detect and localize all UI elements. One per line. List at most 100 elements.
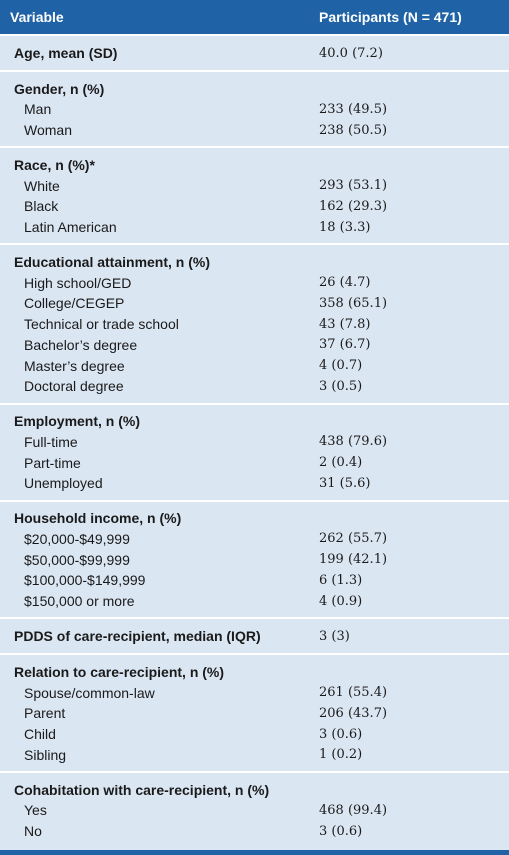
- table-row: $100,000-$149,999 6 (1.3): [0, 570, 509, 591]
- section-pdds: PDDS of care-recipient, median (IQR) 3 (…: [0, 617, 509, 654]
- row-value: 162 (29.3): [319, 198, 388, 214]
- section-income: Household income, n (%) $20,000-$49,999 2…: [0, 499, 509, 618]
- row-label: Doctoral degree: [24, 378, 124, 395]
- table-row: Part-time 2 (0.4): [0, 452, 509, 473]
- section-cohabitation: Cohabitation with care-recipient, n (%) …: [0, 771, 509, 850]
- table-row: Sibling 1 (0.2): [0, 744, 509, 765]
- section-title: Race, n (%)*: [0, 154, 509, 175]
- table-row: White 293 (53.1): [0, 175, 509, 196]
- table-row: $20,000-$49,999 262 (55.7): [0, 529, 509, 550]
- section-title: Household income, n (%): [0, 508, 509, 529]
- row-label: $100,000-$149,999: [24, 572, 146, 589]
- row-value: 37 (6.7): [319, 337, 371, 353]
- table-bottom-rule: [0, 849, 509, 855]
- table-row: College/CEGEP 358 (65.1): [0, 293, 509, 314]
- section-title: Relation to care-recipient, n (%): [0, 661, 509, 682]
- row-value: 199 (42.1): [319, 552, 388, 568]
- row-value: 3 (3): [319, 628, 350, 644]
- row-label: $50,000-$99,999: [24, 551, 130, 568]
- table-row: Woman 238 (50.5): [0, 120, 509, 141]
- row-label: Part-time: [24, 454, 81, 471]
- row-label: Child: [24, 726, 56, 743]
- section-title-text: Educational attainment, n (%): [14, 253, 211, 270]
- table-row: Spouse/common-law 261 (55.4): [0, 682, 509, 703]
- row-label: White: [24, 177, 60, 194]
- row-label: Latin American: [24, 219, 117, 236]
- table-header: Variable Participants (N = 471): [0, 0, 509, 34]
- row-value: 3 (0.6): [319, 726, 363, 742]
- section-title: Educational attainment, n (%): [0, 251, 509, 272]
- row-label: $150,000 or more: [24, 593, 135, 610]
- table-row: Child 3 (0.6): [0, 724, 509, 745]
- section-title-text: Relation to care-recipient, n (%): [14, 663, 225, 680]
- column-header-participants: Participants (N = 471): [319, 9, 462, 25]
- table-row: Man 233 (49.5): [0, 99, 509, 120]
- row-value: 358 (65.1): [319, 295, 388, 311]
- section-title-text: Cohabitation with care-recipient, n (%): [14, 781, 270, 798]
- section-title-text: Race, n (%)*: [14, 156, 95, 173]
- section-title: Gender, n (%): [0, 78, 509, 99]
- row-value: 6 (1.3): [319, 572, 363, 588]
- row-label: Bachelor’s degree: [24, 336, 138, 353]
- table-row: $150,000 or more 4 (0.9): [0, 591, 509, 612]
- section-title-text: Household income, n (%): [14, 510, 182, 527]
- column-header-variable: Variable: [10, 9, 64, 25]
- table-row: PDDS of care-recipient, median (IQR) 3 (…: [0, 619, 509, 653]
- table-row: Age, mean (SD) 40.0 (7.2): [0, 36, 509, 70]
- row-label: Master’s degree: [24, 357, 125, 374]
- row-value: 206 (43.7): [319, 705, 388, 721]
- row-value: 438 (79.6): [319, 434, 388, 450]
- section-title: Employment, n (%): [0, 411, 509, 432]
- row-value: 261 (55.4): [319, 685, 388, 701]
- table-row: $50,000-$99,999 199 (42.1): [0, 549, 509, 570]
- section-gender: Gender, n (%) Man 233 (49.5) Woman 238 (50…: [0, 70, 509, 147]
- table-row: Black 162 (29.3): [0, 196, 509, 217]
- table-row: Yes 468 (99.4): [0, 800, 509, 821]
- row-label: Unemployed: [24, 475, 103, 492]
- table-row: Parent 206 (43.7): [0, 703, 509, 724]
- row-value: 3 (0.5): [319, 378, 363, 394]
- row-label: College/CEGEP: [24, 295, 125, 312]
- row-label: Parent: [24, 705, 66, 722]
- row-value: 262 (55.7): [319, 531, 388, 547]
- row-value: 1 (0.2): [319, 747, 363, 763]
- row-label: Spouse/common-law: [24, 684, 155, 701]
- table-row: Full-time 438 (79.6): [0, 432, 509, 453]
- table-row: Unemployed 31 (5.6): [0, 473, 509, 494]
- row-label: No: [24, 823, 42, 840]
- row-label: Age, mean (SD): [14, 45, 118, 61]
- table-row: Latin American 18 (3.3): [0, 217, 509, 238]
- section-race: Race, n (%)* White 293 (53.1) Black 162 (2…: [0, 146, 509, 244]
- section-title-text: Employment, n (%): [14, 413, 141, 430]
- row-value: 293 (53.1): [319, 178, 388, 194]
- row-label: Yes: [24, 802, 47, 819]
- row-value: 43 (7.8): [319, 316, 371, 332]
- row-label: Sibling: [24, 746, 67, 763]
- row-label: Man: [24, 101, 52, 118]
- row-value: 468 (99.4): [319, 802, 388, 818]
- row-label: PDDS of care-recipient, median (IQR): [14, 628, 261, 645]
- row-value: 18 (3.3): [319, 219, 371, 235]
- row-value: 3 (0.6): [319, 823, 363, 839]
- section-education: Educational attainment, n (%) High schoo…: [0, 243, 509, 403]
- row-label: Woman: [24, 122, 72, 139]
- table-row: Technical or trade school 43 (7.8): [0, 314, 509, 335]
- row-label: Technical or trade school: [24, 316, 179, 333]
- section-title: Cohabitation with care-recipient, n (%): [0, 779, 509, 800]
- row-value: 2 (0.4): [319, 455, 363, 471]
- table-row: No 3 (0.6): [0, 821, 509, 842]
- section-age: Age, mean (SD) 40.0 (7.2): [0, 34, 509, 70]
- table-row: Master’s degree 4 (0.7): [0, 355, 509, 376]
- table-row: High school/GED 26 (4.7): [0, 272, 509, 293]
- row-value: 40.0 (7.2): [319, 45, 383, 61]
- table-row: Doctoral degree 3 (0.5): [0, 376, 509, 397]
- row-value: 233 (49.5): [319, 101, 388, 117]
- table-row: Bachelor’s degree 37 (6.7): [0, 335, 509, 356]
- row-label: $20,000-$49,999: [24, 530, 130, 547]
- section-relation: Relation to care-recipient, n (%) Spouse…: [0, 653, 509, 772]
- row-label: High school/GED: [24, 274, 132, 291]
- section-employment: Employment, n (%) Full-time 438 (79.6) Pa…: [0, 402, 509, 500]
- row-value: 26 (4.7): [319, 275, 371, 291]
- row-value: 4 (0.7): [319, 358, 363, 374]
